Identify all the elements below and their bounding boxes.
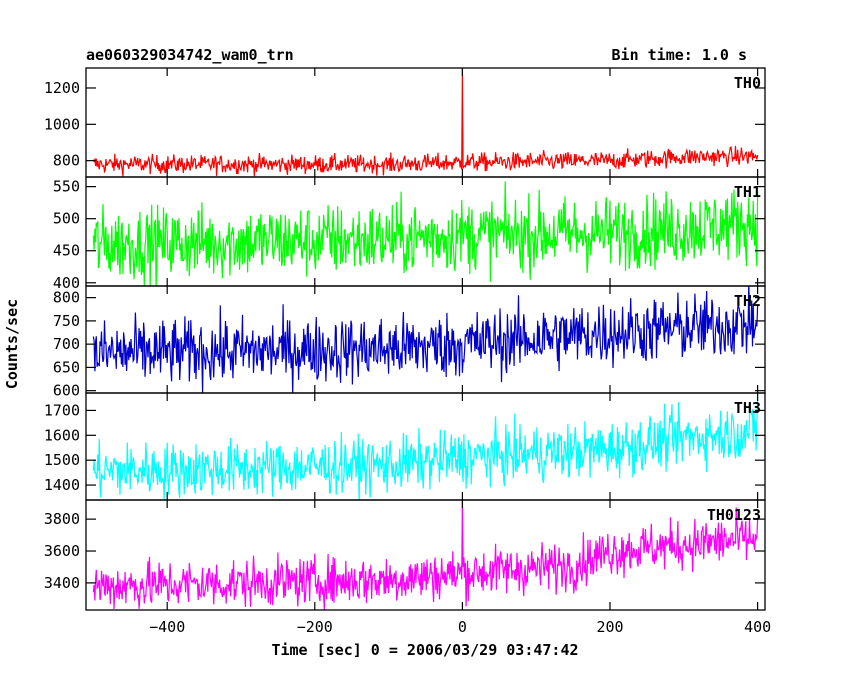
panel-label: TH0123: [707, 506, 761, 524]
panel-th1: 400 450 500 550 TH1: [53, 176, 766, 292]
y-tick-label: 750: [53, 312, 80, 330]
y-tick-label: 700: [53, 335, 80, 353]
series-th2: [92, 286, 759, 393]
panel-label: TH3: [734, 399, 761, 417]
y-tick-label: 450: [53, 242, 80, 260]
y-tick-label: 3600: [44, 542, 80, 560]
y-tick-label: 600: [53, 382, 80, 400]
panel-frame: [85, 499, 766, 611]
y-tick-label: 800: [53, 289, 80, 307]
x-tick-label: −200: [297, 618, 333, 636]
panel-th0: 800 1000 1200 TH0: [44, 67, 766, 178]
x-tick-label: 200: [596, 618, 623, 636]
series-th0123: [92, 500, 759, 610]
y-tick-label: 650: [53, 358, 80, 376]
y-tick-label: 1500: [44, 451, 80, 469]
y-tick-label: 1200: [44, 79, 80, 97]
panel-th2: 600 650 700 750 800 TH2: [53, 285, 766, 400]
panel-th3: 1400 1500 1600 1700 TH3: [44, 392, 766, 501]
bin-time-label: Bin time: 1.0 s: [612, 46, 747, 64]
panel-label: TH2: [734, 292, 761, 310]
panel-label: TH0: [734, 74, 761, 92]
x-tick-label: 400: [744, 618, 771, 636]
y-tick-label: 1000: [44, 115, 80, 133]
y-tick-label: 3400: [44, 574, 80, 592]
y-tick-label: 3800: [44, 510, 80, 528]
y-tick-label: 800: [53, 152, 80, 170]
panel-th0123: 3400 3600 3800 TH0123: [44, 499, 766, 611]
x-axis-label: Time [sec] 0 = 2006/03/29 03:47:42: [271, 641, 578, 659]
y-tick-label: 500: [53, 210, 80, 228]
y-tick-label: 1600: [44, 426, 80, 444]
series-th1: [92, 181, 759, 286]
y-tick-label: 1700: [44, 401, 80, 419]
y-tick-label: 400: [53, 274, 80, 292]
y-axis-label: Counts/sec: [3, 299, 21, 389]
chart-title: ae060329034742_wam0_trn: [86, 46, 294, 64]
y-tick-label: 1400: [44, 476, 80, 494]
panels-layer: 800 1000 1200 TH0 400 450 500 550 TH1 600 650 700 75…: [44, 67, 771, 636]
x-tick-label: 0: [458, 618, 467, 636]
series-th0: [92, 68, 759, 177]
x-tick-label: −400: [149, 618, 185, 636]
y-tick-label: 550: [53, 178, 80, 196]
series-th3: [92, 393, 759, 500]
panel-label: TH1: [734, 183, 761, 201]
